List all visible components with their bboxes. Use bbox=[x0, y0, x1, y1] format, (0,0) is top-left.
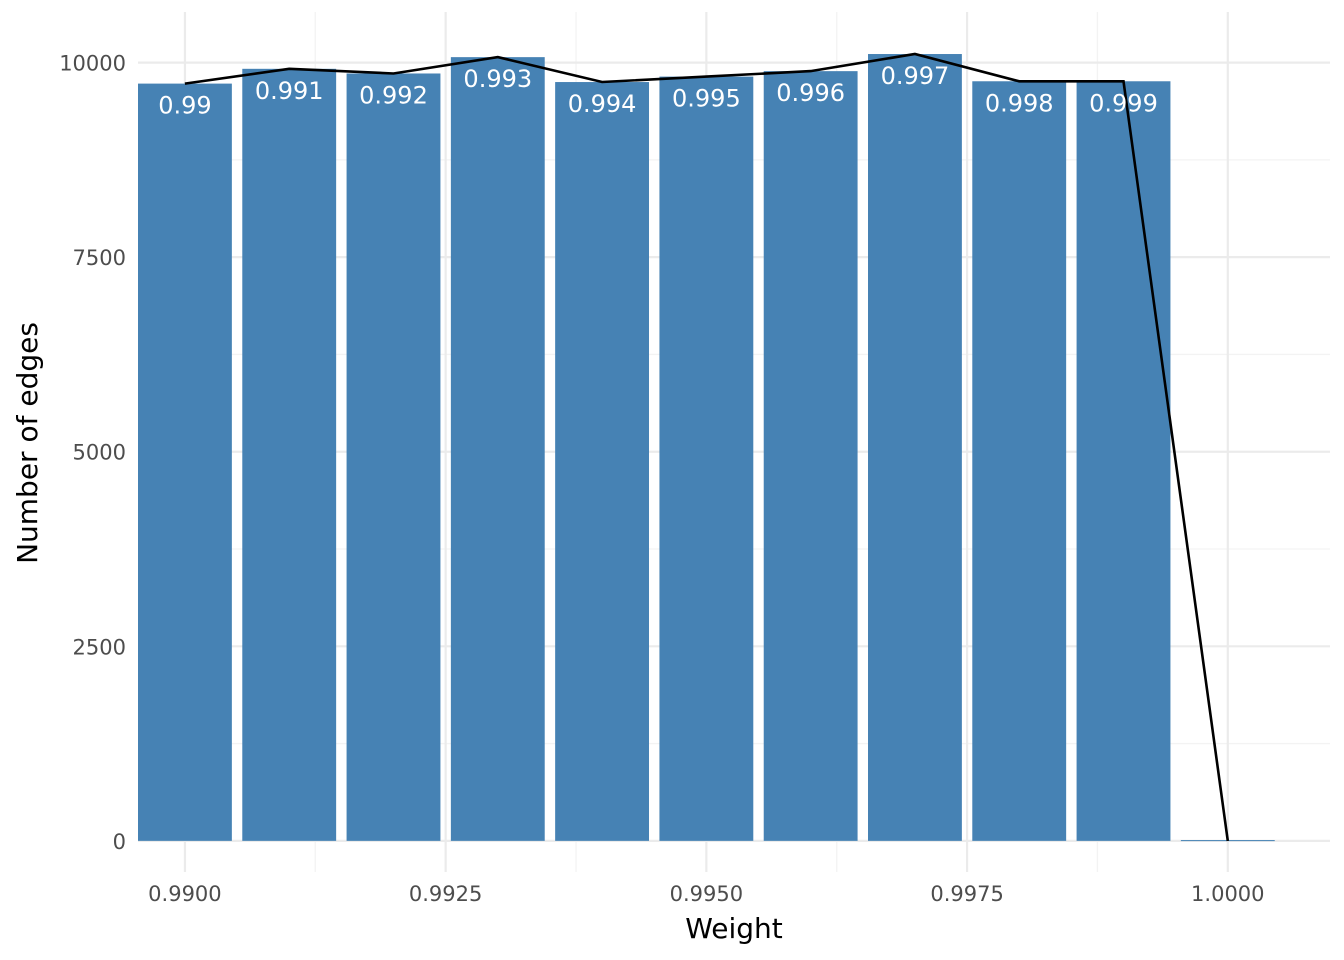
bar bbox=[972, 81, 1067, 841]
bars bbox=[138, 54, 1275, 842]
y-tick-label: 0 bbox=[113, 830, 126, 854]
bar bbox=[450, 57, 545, 841]
x-tick-label: 1.0000 bbox=[1191, 882, 1264, 906]
y-axis-title: Number of edges bbox=[11, 322, 44, 564]
y-tick-label: 10000 bbox=[59, 52, 126, 76]
bar bbox=[555, 82, 650, 841]
bar bbox=[346, 73, 441, 841]
x-axis-tick-labels: 0.9900 0.9925 0.9950 0.9975 1.0000 bbox=[148, 882, 1264, 906]
bar bbox=[763, 71, 858, 841]
bar bbox=[242, 68, 337, 841]
bar bbox=[868, 54, 962, 841]
y-tick-label: 2500 bbox=[73, 635, 126, 659]
bar-label: 0.991 bbox=[255, 77, 324, 105]
y-axis-tick-labels: 0 2500 5000 7500 10000 bbox=[59, 52, 126, 854]
bar-label: 0.998 bbox=[985, 89, 1054, 117]
x-tick-label: 0.9975 bbox=[930, 882, 1003, 906]
bar-label: 0.997 bbox=[881, 62, 950, 90]
x-axis-title: Weight bbox=[685, 912, 783, 945]
x-tick-label: 0.9950 bbox=[670, 882, 743, 906]
bar-label: 0.993 bbox=[463, 65, 532, 93]
bar-label: 0.99 bbox=[158, 92, 211, 120]
bar-label: 0.995 bbox=[672, 85, 741, 113]
bar bbox=[138, 83, 232, 841]
bar-label: 0.996 bbox=[776, 79, 845, 107]
y-tick-label: 5000 bbox=[73, 441, 126, 465]
bar bbox=[1076, 81, 1171, 841]
x-tick-label: 0.9925 bbox=[409, 882, 482, 906]
bar-label: 0.992 bbox=[359, 81, 428, 109]
bar-label: 0.999 bbox=[1089, 89, 1158, 117]
bar bbox=[659, 76, 754, 841]
bar-label: 0.994 bbox=[568, 90, 637, 118]
trend-line-layer bbox=[184, 52, 1230, 842]
y-tick-label: 7500 bbox=[73, 246, 126, 270]
trend-line bbox=[184, 52, 1230, 842]
x-tick-label: 0.9900 bbox=[148, 882, 221, 906]
bar-labels: 0.99 0.991 0.992 0.993 0.994 0.995 0.996 0.997 0… bbox=[158, 62, 1158, 120]
